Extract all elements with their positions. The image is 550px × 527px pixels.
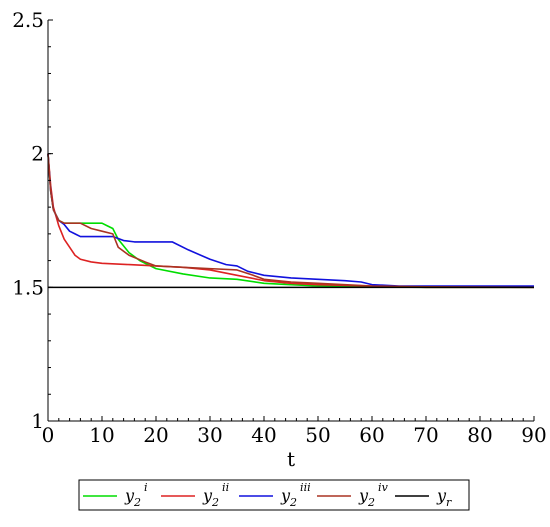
series-line-y2iv (47, 153, 535, 289)
x-axis-title: t (287, 447, 295, 471)
legend-label-sup: ii (222, 481, 229, 494)
series-line-y2i (47, 153, 534, 289)
x-tick-label: 30 (197, 423, 222, 447)
legend: y2i y2ii y2iii y2iv yr (78, 479, 470, 511)
legend-label-sub: 2 (289, 496, 297, 509)
x-tick-label: 60 (359, 423, 384, 447)
legend-label-sup: iv (378, 481, 389, 494)
legend-entry-y2iv: y2iv (317, 481, 389, 509)
legend-label-sup: i (144, 481, 148, 494)
x-tick-label: 20 (143, 423, 168, 447)
legend-label-sup: iii (300, 481, 311, 494)
legend-items: y2i y2ii y2iii y2iv yr (83, 481, 452, 509)
x-axis-ticks: 0 10 20 30 40 50 60 70 80 90 (42, 416, 547, 447)
series-line-y2iii (47, 153, 534, 287)
legend-label-base: y (280, 486, 291, 505)
legend-label-sub: 2 (367, 496, 375, 509)
y-tick-label: 2.5 (12, 8, 44, 32)
legend-label: y2iv (358, 481, 389, 509)
x-tick-label: 50 (305, 423, 330, 447)
legend-box (78, 479, 470, 511)
legend-label-sub: 2 (211, 496, 219, 509)
legend-label: yr (436, 486, 452, 509)
x-tick-label: 10 (89, 423, 114, 447)
plot-lines (47, 153, 535, 289)
legend-label-base: y (124, 486, 135, 505)
axes (47, 20, 534, 422)
x-tick-label: 90 (521, 423, 546, 447)
legend-label-base: y (358, 486, 369, 505)
x-tick-label: 0 (42, 423, 55, 447)
x-tick-label: 40 (251, 423, 276, 447)
y-tick-label: 1 (31, 409, 44, 433)
series-line-y2ii (47, 153, 534, 289)
legend-entry-y2iii: y2iii (239, 481, 311, 509)
legend-label-base: y (202, 486, 213, 505)
legend-label-base: y (436, 486, 447, 505)
legend-entry-y2i: y2i (83, 481, 148, 509)
legend-entry-yr: yr (395, 486, 452, 509)
y-axis-ticks: 1 1.5 2 2.5 (12, 8, 53, 433)
legend-label: y2ii (202, 481, 229, 509)
legend-label-sub: 2 (133, 496, 141, 509)
legend-label: y2iii (280, 481, 311, 509)
legend-entry-y2ii: y2ii (161, 481, 229, 509)
x-tick-label: 80 (467, 423, 492, 447)
legend-label-sub: r (446, 496, 452, 509)
legend-label: y2i (124, 481, 148, 509)
y-tick-label: 1.5 (12, 275, 44, 299)
y-tick-label: 2 (31, 142, 44, 166)
x-tick-label: 70 (413, 423, 438, 447)
